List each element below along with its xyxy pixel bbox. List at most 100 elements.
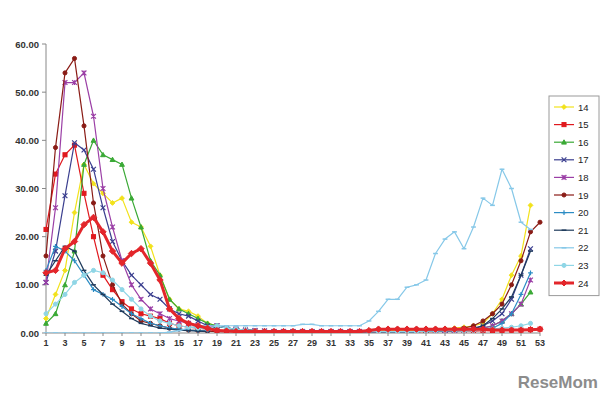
series-marker [366, 327, 372, 333]
x-tick [122, 333, 123, 336]
x-tick [274, 333, 275, 336]
x-tick [540, 333, 541, 336]
series-marker [72, 332, 77, 333]
series-marker [120, 304, 125, 309]
series-marker [394, 326, 400, 332]
series-line [46, 140, 531, 331]
series-marker [319, 329, 324, 333]
series-marker [272, 329, 277, 333]
series-marker [129, 220, 134, 225]
series-marker [281, 325, 286, 327]
series-marker [186, 314, 191, 319]
series-marker [53, 311, 58, 315]
series-marker [291, 329, 296, 333]
x-tick-label: 51 [516, 338, 526, 348]
series-marker [167, 326, 172, 331]
x-tick-label: 17 [193, 338, 203, 348]
series-marker [272, 325, 277, 327]
series-marker [91, 332, 96, 333]
series-marker [44, 312, 48, 316]
series-marker [519, 221, 524, 223]
series-marker [519, 274, 524, 276]
x-tick [84, 333, 85, 336]
legend-marker [562, 105, 567, 110]
series-marker [129, 307, 133, 311]
series-marker [148, 314, 152, 318]
x-tick-label: 49 [497, 338, 507, 348]
legend-box [549, 96, 599, 296]
series-marker [414, 284, 419, 286]
series-marker [329, 329, 334, 333]
series-marker [101, 254, 105, 258]
series-marker [52, 267, 58, 273]
series-marker [490, 205, 495, 207]
series-marker [291, 329, 296, 333]
y-tick [42, 188, 46, 189]
x-tick-label: 41 [421, 338, 431, 348]
series-marker [528, 246, 533, 251]
series-marker [63, 292, 67, 296]
series-marker [500, 311, 505, 316]
x-tick [198, 333, 199, 336]
series-marker [148, 325, 153, 327]
series-marker [158, 311, 163, 316]
y-tick [42, 92, 46, 93]
series-marker [63, 71, 67, 75]
series-marker [528, 290, 533, 294]
x-tick-label: 27 [288, 338, 298, 348]
series-marker [299, 328, 305, 333]
x-tick [483, 333, 484, 336]
series-marker [338, 329, 343, 333]
series-marker [319, 329, 324, 333]
series-marker [82, 162, 87, 166]
legend-marker [562, 193, 566, 197]
series-marker [71, 238, 77, 244]
series-marker [82, 148, 87, 153]
series-marker [63, 282, 68, 286]
series-marker [242, 328, 248, 333]
series-marker [500, 168, 505, 170]
legend-label: 14 [578, 102, 589, 113]
series-marker [72, 140, 77, 145]
series-marker [280, 328, 286, 333]
series-marker [310, 329, 315, 333]
series-marker [177, 307, 182, 311]
series-marker [519, 302, 524, 307]
series-marker [234, 325, 239, 327]
y-tick-label: 30.00 [15, 183, 39, 194]
series-marker [272, 329, 277, 333]
x-tick [521, 333, 522, 336]
series-marker [72, 250, 77, 252]
series-marker [196, 323, 201, 328]
x-tick [312, 333, 313, 336]
series-marker [490, 311, 495, 316]
legend-label: 24 [578, 278, 589, 289]
series-marker [177, 324, 181, 328]
x-tick-label: 23 [250, 338, 260, 348]
legend-marker [562, 175, 567, 180]
series-marker [44, 254, 48, 258]
series-marker [357, 329, 362, 333]
series-marker [281, 329, 286, 333]
series-marker [481, 319, 485, 323]
series-marker [139, 282, 144, 287]
series-marker [82, 273, 86, 277]
series-marker [433, 253, 438, 255]
series-marker [139, 323, 144, 325]
x-tick-label: 7 [100, 338, 105, 348]
series-marker [310, 329, 315, 333]
series-marker [309, 328, 315, 333]
legend-label: 19 [578, 190, 589, 201]
x-tick-label: 13 [155, 338, 165, 348]
series-marker [129, 297, 133, 301]
series-marker [167, 328, 172, 330]
legend-label: 20 [578, 207, 589, 218]
series-marker [158, 319, 162, 323]
x-tick [388, 333, 389, 336]
series-marker [376, 311, 381, 313]
series-marker [204, 325, 210, 331]
series-marker [442, 326, 448, 332]
series-marker [110, 225, 115, 230]
series-marker [110, 283, 114, 287]
legend-label: 17 [578, 154, 589, 165]
